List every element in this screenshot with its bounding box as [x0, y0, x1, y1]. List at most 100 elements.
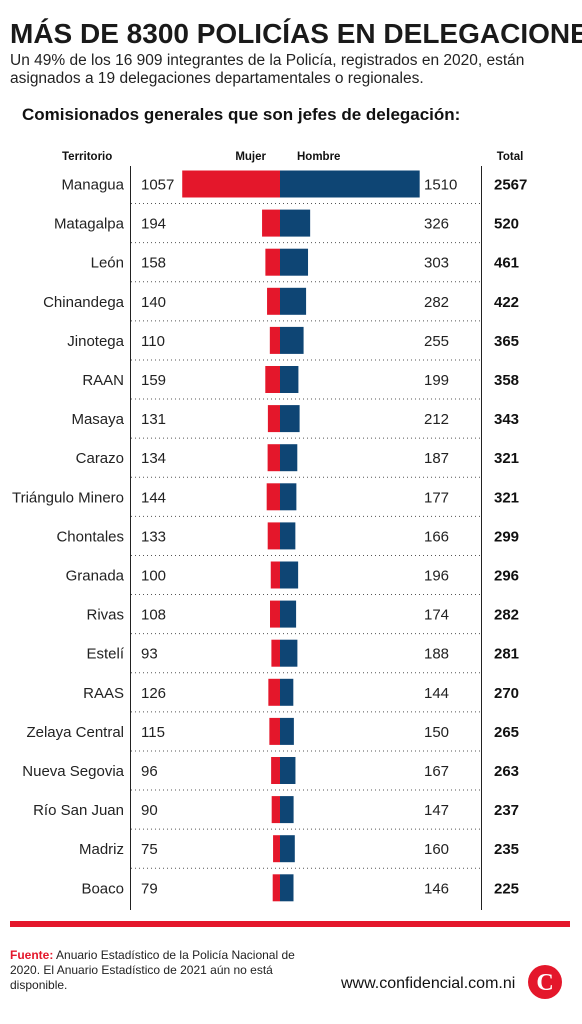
mujer-value-label: 194 — [141, 216, 166, 233]
hombre-value-label: 160 — [424, 841, 449, 858]
bar-hombre — [280, 717, 294, 745]
territory-label: Granada — [66, 568, 125, 585]
bar-mujer — [267, 444, 280, 472]
bar-mujer — [262, 209, 280, 237]
total-value-label: 263 — [494, 763, 519, 780]
total-value-label: 265 — [494, 724, 519, 741]
hombre-value-label: 146 — [424, 880, 449, 897]
territory-label: Managua — [61, 177, 124, 194]
mujer-value-label: 144 — [141, 489, 166, 506]
bar-mujer — [271, 757, 280, 784]
mujer-value-label: 158 — [141, 255, 166, 272]
hombre-value-label: 255 — [424, 333, 449, 350]
page-title: MÁS DE 8300 POLICÍAS EN DELEGACIONES — [10, 18, 582, 49]
bar-mujer — [270, 600, 280, 628]
bar-mujer — [271, 639, 280, 667]
hombre-value-label: 196 — [424, 568, 449, 585]
source-label: Fuente: — [10, 948, 54, 962]
bar-hombre — [280, 796, 294, 824]
mujer-value-label: 140 — [141, 294, 166, 311]
hombre-value-label: 174 — [424, 607, 449, 624]
territory-label: Triángulo Minero — [12, 489, 124, 506]
mujer-value-label: 115 — [141, 724, 165, 741]
territory-label: Boaco — [81, 880, 124, 897]
territory-label: Río San Juan — [33, 802, 124, 819]
page-subtitle: Un 49% de los 16 909 integrantes de la P… — [10, 52, 525, 87]
total-value-label: 296 — [494, 568, 519, 585]
bar-hombre — [280, 287, 307, 315]
bar-hombre — [280, 483, 297, 511]
total-value-label: 237 — [494, 802, 519, 819]
hombre-value-label: 150 — [424, 724, 449, 741]
territory-label: Carazo — [76, 450, 124, 467]
bar-hombre — [280, 600, 297, 628]
bar-hombre — [280, 405, 300, 433]
total-value-label: 422 — [494, 294, 519, 311]
hombre-value-label: 188 — [424, 646, 449, 663]
hombre-value-label: 147 — [424, 802, 449, 819]
mujer-value-label: 134 — [141, 450, 166, 467]
territory-label: León — [91, 255, 124, 272]
total-value-label: 343 — [494, 411, 519, 428]
hombre-value-label: 187 — [424, 450, 449, 467]
total-value-label: 358 — [494, 372, 519, 389]
bar-mujer — [269, 326, 280, 354]
bar-mujer — [273, 835, 280, 863]
bar-mujer — [182, 170, 280, 198]
territory-label: RAAS — [83, 685, 124, 702]
hombre-value-label: 1510 — [424, 177, 457, 194]
total-value-label: 235 — [494, 841, 519, 858]
hombre-value-label: 282 — [424, 294, 449, 311]
total-value-label: 282 — [494, 607, 519, 624]
bar-hombre — [280, 209, 311, 237]
bar-mujer — [269, 717, 280, 745]
territory-label: Zelaya Central — [26, 724, 124, 741]
total-value-label: 270 — [494, 685, 519, 702]
bar-mujer — [265, 248, 280, 276]
hombre-value-label: 199 — [424, 372, 449, 389]
mujer-value-label: 100 — [141, 568, 166, 585]
bar-mujer — [272, 874, 280, 902]
territory-label: Madriz — [79, 841, 124, 858]
header-hombre: Hombre — [297, 151, 340, 163]
bar-mujer — [271, 796, 280, 824]
bar-hombre — [280, 639, 298, 667]
header-total: Total — [497, 151, 524, 163]
territory-label: Masaya — [71, 411, 124, 428]
chart-title: Comisionados generales que son jefes de … — [22, 105, 461, 124]
divider — [10, 921, 570, 927]
bar-hombre — [280, 326, 304, 354]
total-value-label: 321 — [494, 450, 519, 467]
mujer-value-label: 90 — [141, 802, 158, 819]
bar-hombre — [280, 678, 294, 706]
bar-hombre — [280, 366, 299, 393]
bar-hombre — [280, 874, 294, 902]
chart: Territorio Mujer Hombre Total Managua 1057 151… — [12, 151, 527, 910]
mujer-value-label: 126 — [141, 685, 166, 702]
mujer-value-label: 110 — [141, 333, 165, 350]
bar-mujer — [266, 483, 280, 511]
header-territory: Territorio — [62, 151, 112, 163]
source-text: Anuario Estadístico de la Policía Nacion… — [10, 948, 295, 992]
bar-mujer — [270, 561, 280, 589]
bar-mujer — [267, 287, 280, 315]
mujer-value-label: 133 — [141, 528, 166, 545]
source-note: Fuente: Anuario Estadístico de la Policí… — [10, 948, 310, 993]
bar-hombre — [280, 522, 296, 550]
territory-label: RAAN — [82, 372, 124, 389]
hombre-value-label: 144 — [424, 685, 449, 702]
mujer-value-label: 131 — [141, 411, 166, 428]
bar-hombre — [280, 444, 298, 472]
territory-label: Nueva Segovia — [22, 763, 124, 780]
hombre-value-label: 167 — [424, 763, 449, 780]
total-value-label: 321 — [494, 489, 519, 506]
logo-letter: C — [536, 970, 553, 996]
mujer-value-label: 75 — [141, 841, 158, 858]
hombre-value-label: 326 — [424, 216, 449, 233]
total-value-label: 281 — [494, 646, 519, 663]
territory-label: Chontales — [56, 528, 124, 545]
bar-hombre — [280, 835, 295, 863]
hombre-value-label: 166 — [424, 528, 449, 545]
mujer-value-label: 79 — [141, 880, 158, 897]
territory-label: Matagalpa — [54, 216, 125, 233]
